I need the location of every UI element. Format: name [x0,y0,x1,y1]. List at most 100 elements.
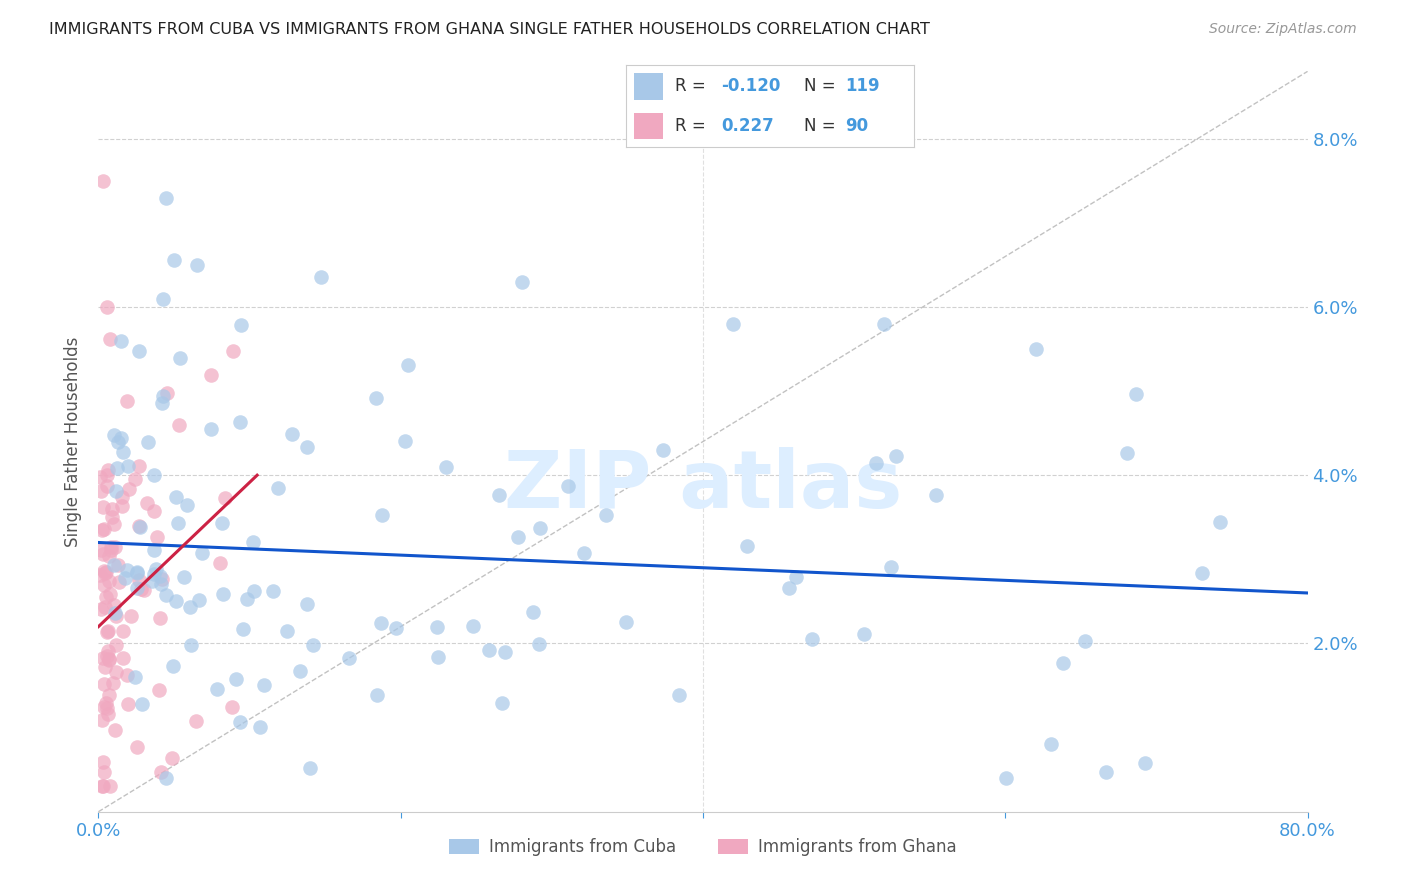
Point [1094,765,1116,780]
Point [207,681,229,696]
Point [229,416,252,430]
Point [101,501,124,516]
Text: N =: N = [804,78,841,95]
Point [110,334,132,348]
Point [104,540,127,554]
Point [96,625,118,640]
Point [191,546,214,560]
Point [129,582,152,596]
Point [103,598,125,612]
Point [90,484,112,499]
Point [97,462,120,476]
Point [128,344,150,359]
Point [167,417,190,432]
Point [295,597,318,611]
Point [127,565,149,579]
Text: 119: 119 [845,78,879,95]
Point [173,570,195,584]
FancyBboxPatch shape [634,112,664,139]
Point [243,584,266,599]
Point [96,479,118,493]
Point [91,547,114,561]
Point [1191,566,1213,580]
Point [93,677,115,691]
Point [112,650,135,665]
Text: R =: R = [675,78,710,95]
Point [1052,656,1074,670]
Point [94,565,117,579]
Point [93,765,115,780]
Point [98,587,121,601]
Point [132,582,155,597]
Point [94,600,117,615]
Point [668,689,690,703]
Point [107,434,129,449]
Point [96,468,118,483]
Point [111,624,134,639]
Point [120,609,142,624]
Point [491,696,513,710]
Point [288,665,311,679]
Point [276,624,298,638]
Point [186,258,208,272]
Point [1133,756,1156,771]
Point [574,546,596,560]
Point [461,619,484,633]
Point [104,665,127,680]
Point [98,549,121,563]
Point [242,535,264,549]
Point [115,563,138,577]
Point [150,764,173,779]
Point [143,503,166,517]
Point [785,570,807,584]
Point [339,651,361,665]
Point [91,174,114,188]
Text: Source: ZipAtlas.com: Source: ZipAtlas.com [1209,22,1357,37]
Point [595,508,617,523]
Point [309,269,332,284]
Point [97,706,120,721]
Point [96,696,118,710]
Point [111,445,134,459]
Point [396,358,419,372]
Point [208,556,231,570]
Point [97,653,120,667]
Text: R =: R = [675,117,710,135]
Point [93,577,115,591]
FancyBboxPatch shape [634,73,664,100]
Point [142,467,165,482]
Point [91,500,114,514]
Point [101,675,124,690]
Point [110,431,132,445]
Point [93,564,115,578]
Point [128,520,150,534]
Point [1024,342,1046,356]
Point [105,461,128,475]
Point [1074,633,1097,648]
Point [510,275,533,289]
Point [115,394,138,409]
Point [114,571,136,585]
Point [508,530,530,544]
Point [176,498,198,512]
Text: -0.120: -0.120 [721,78,780,95]
Point [90,543,112,558]
Point [96,300,118,314]
Point [652,443,675,458]
Point [225,672,247,686]
Point [110,490,132,504]
Point [253,678,276,692]
Point [93,700,115,714]
Point [1115,445,1137,459]
Point [366,688,388,702]
Point [136,496,159,510]
Point [214,491,236,505]
Point [266,481,288,495]
Point [94,590,117,604]
Point [366,391,388,405]
Point [96,648,118,663]
Point [156,386,179,401]
Point [100,540,122,554]
Point [232,622,254,636]
Point [873,317,896,331]
